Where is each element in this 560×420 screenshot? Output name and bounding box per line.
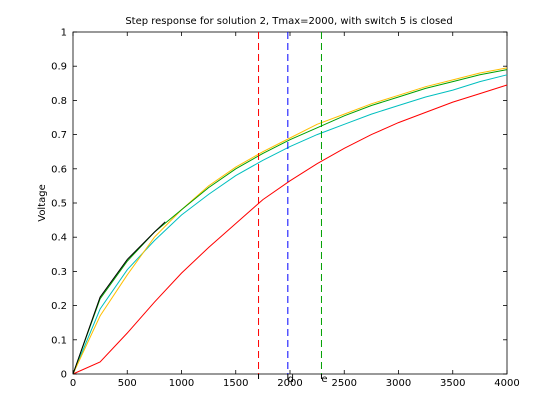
y-tick-label: 0.8	[51, 96, 67, 107]
axis-marker-label-3: e	[321, 374, 327, 385]
x-tick-label: 0	[70, 378, 76, 389]
y-tick-label: 0.5	[51, 199, 67, 210]
x-tick-label: 2500	[332, 378, 357, 389]
series-line-5	[72, 221, 166, 375]
x-tick-label: 2000	[277, 378, 302, 389]
series-line-2	[72, 74, 508, 375]
y-tick-label: 0.3	[51, 267, 67, 278]
x-tick-label: 500	[118, 378, 137, 389]
y-tick-label: 0.7	[51, 130, 67, 141]
series-line-4	[72, 69, 508, 375]
y-tick-label: 0.4	[51, 233, 67, 244]
chart-title: Step response for solution 2, Tmax=2000,…	[125, 16, 452, 27]
y-tick-label: 0.9	[51, 62, 67, 73]
y-tick-label: 0.1	[51, 335, 67, 346]
axis-marker-label-2: d	[288, 374, 294, 385]
plot-area: 0 500 1000 1500 2000 2500 3000 3500 4000 0 0.1 0.2 0…	[51, 28, 520, 390]
x-tick-label: 4000	[494, 378, 519, 389]
x-tick-label: 1500	[223, 378, 248, 389]
y-tick-label: 0.2	[51, 301, 67, 312]
y-tick-label: 0	[61, 370, 67, 381]
axes-box	[72, 31, 508, 375]
x-tick-label: 1000	[169, 378, 194, 389]
x-tick-label: 3000	[386, 378, 411, 389]
y-axis-label: Voltage	[37, 184, 48, 222]
series-line-1	[72, 84, 508, 375]
y-tick-label: 1	[61, 28, 67, 39]
x-tick-label: 3500	[440, 378, 465, 389]
series-line-3	[72, 67, 508, 375]
y-tick-label: 0.6	[51, 164, 67, 175]
